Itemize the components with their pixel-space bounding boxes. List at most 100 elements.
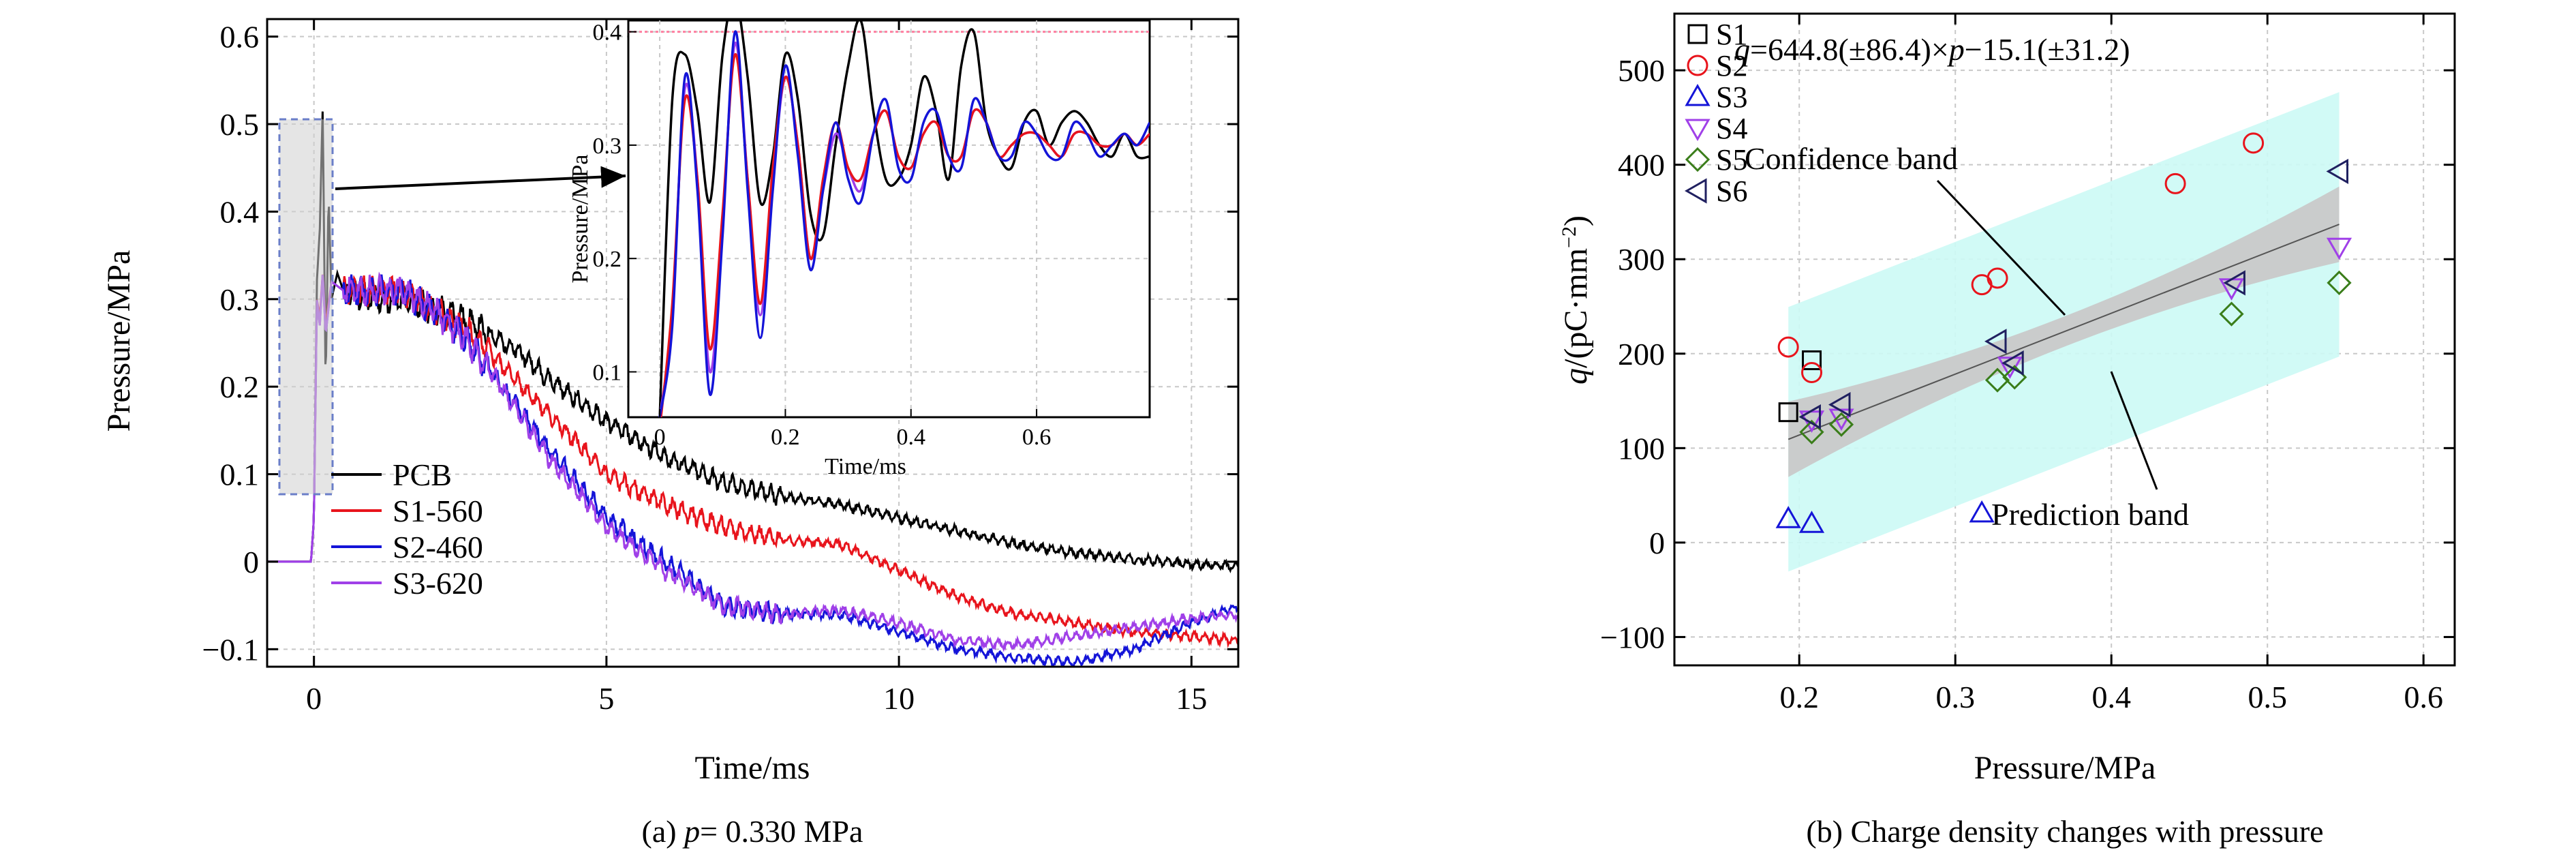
x-tick-label: 0 <box>306 681 322 716</box>
inset-x-tick-label: 0 <box>654 425 666 450</box>
y-tick-label: 200 <box>1618 337 1665 372</box>
inset-series-line-s1-560 <box>660 53 1150 417</box>
inset-grid <box>628 20 1150 417</box>
legend-label-s6: S6 <box>1716 175 1747 208</box>
y-tick-label: 0.3 <box>220 282 260 317</box>
y-tick-label: 0 <box>243 545 259 579</box>
data-point-s5 <box>1828 412 1854 437</box>
zoom-arrow <box>335 166 626 190</box>
inset-x-tick-label: 0.6 <box>1022 425 1052 450</box>
legend-label-s3: S3 <box>1716 80 1747 114</box>
legend-label-s5: S5 <box>1716 143 1747 177</box>
panel-b: 0.2 0.3 0.4 0.5 0.6 −100 0 100 200 300 400 500 S1S2… <box>1558 12 2456 849</box>
legend-marker-s1 <box>1687 24 1708 44</box>
x-tick-label: 0.5 <box>2248 680 2287 714</box>
legend-marker-s6 <box>1684 178 1707 204</box>
data-point-s5 <box>2219 301 2244 327</box>
caption-a: (a) p= 0.330 MPa <box>642 814 863 849</box>
inset-y-tick-label: 0.1 <box>593 360 622 385</box>
inset-x-tick-label: 0.2 <box>771 425 800 450</box>
series-line-s3-620 <box>267 271 1238 652</box>
fit-line <box>1788 224 2340 440</box>
y-axis-label-a: Pressure/MPa <box>101 250 137 432</box>
data-point-s2 <box>1987 267 2008 289</box>
annotation-confidence-pointer <box>1936 179 2066 316</box>
inset-x-tick-label: 0.4 <box>897 425 926 450</box>
x-tick-label: 0.4 <box>2091 680 2131 714</box>
markers-group <box>1775 132 2352 533</box>
data-point-s6 <box>2002 350 2024 376</box>
legend-marker-s3 <box>1685 83 1711 106</box>
x-tick-label: 5 <box>598 681 614 716</box>
data-point-s2 <box>1801 361 1823 383</box>
x-tick-label: 0.3 <box>1935 680 1975 714</box>
x-axis-label-a: Time/ms <box>695 750 810 786</box>
y-tick-label: 0 <box>1649 526 1665 560</box>
data-point-s6 <box>1798 404 1821 430</box>
inset-chart: 0 0.2 0.4 0.60.10.20.30.4 Time/ms Pressure/… <box>568 19 1151 479</box>
legend-label-s1-560: S1-560 <box>393 494 483 528</box>
caption-b: (b) Charge density changes with pressure <box>1806 814 2323 849</box>
y-tick-label: 400 <box>1618 148 1665 183</box>
ticks-b: 0.2 0.3 0.4 0.5 0.6 −100 0 100 200 300 400 500 <box>1600 14 2455 714</box>
legend-label-s2-460: S2-460 <box>393 530 483 564</box>
fit-equation: q=644.8(±86.4)×p−15.1(±31.2) <box>1734 32 2130 67</box>
x-tick-label: 0.2 <box>1779 680 1819 714</box>
axes-frame-b <box>1673 12 2456 667</box>
data-point-s3 <box>1969 500 1995 523</box>
inset-y-tick-label: 0.3 <box>593 134 622 159</box>
inset-series-group <box>658 20 1150 417</box>
inset-x-label: Time/ms <box>825 454 906 479</box>
data-point-s6 <box>2326 158 2348 184</box>
data-point-s2 <box>2243 132 2265 154</box>
y-tick-label: 500 <box>1618 53 1665 88</box>
ticks-a: 0 5 10 15 −0.1 0 0.1 0.2 0.3 0.4 0.5 0.6 <box>202 19 1238 716</box>
x-tick-label: 15 <box>1176 681 1207 716</box>
bands-group <box>1788 92 2340 572</box>
inset-y-label: Pressure/MPa <box>568 155 593 284</box>
inset-ticks: 0 0.2 0.4 0.60.10.20.30.4 <box>593 20 1052 450</box>
annotation-prediction-pointer <box>2110 371 2158 490</box>
panel-a: 0 0.2 0.4 0.6 0.1 0.2 0.3 0.4 Time/ms Pressure/… <box>101 18 1240 849</box>
data-point-s3 <box>1775 506 1801 528</box>
data-point-s2 <box>2164 172 2186 194</box>
data-point-s6 <box>2223 270 2245 296</box>
y-tick-label: 0.5 <box>220 107 260 142</box>
x-tick-label: 10 <box>883 681 915 716</box>
y-axis-label-b: q/(pC·mm−2) <box>1558 215 1595 384</box>
data-point-s1 <box>1778 402 1798 423</box>
legend-marker-s4 <box>1685 119 1711 142</box>
y-tick-label: 0.4 <box>220 194 260 229</box>
annotation-confidence-band: Confidence band <box>1745 141 1958 176</box>
data-point-s4 <box>2326 237 2352 260</box>
data-point-s5 <box>2327 270 2352 296</box>
inset-series-line-s2-460 <box>658 30 1150 417</box>
legend-label-s1: S1 <box>1716 18 1747 51</box>
data-point-s2 <box>1777 336 1799 358</box>
legend-label-s2: S2 <box>1716 49 1747 82</box>
legend-marker-s2 <box>1687 55 1708 76</box>
series-group-a <box>267 111 1238 667</box>
y-tick-label: 0.1 <box>220 457 260 492</box>
x-axis-label-b: Pressure/MPa <box>1974 750 2156 786</box>
legend-label-pcb: PCB <box>393 457 452 492</box>
y-tick-label: −0.1 <box>202 632 259 667</box>
y-tick-label: −100 <box>1600 620 1665 654</box>
axes-frame-a <box>266 18 1240 668</box>
data-point-s6 <box>1984 329 2007 354</box>
legend-label-s4: S4 <box>1716 112 1747 145</box>
zoom-region <box>278 118 334 496</box>
y-tick-label: 300 <box>1618 242 1665 277</box>
annotation-prediction-band: Prediction band <box>1991 497 2189 532</box>
x-tick-label: 0.6 <box>2404 680 2443 714</box>
inset-y-tick-label: 0.2 <box>593 247 622 272</box>
y-tick-label: 0.6 <box>220 20 260 55</box>
y-tick-label: 0.2 <box>220 369 260 404</box>
y-tick-label: 100 <box>1618 431 1665 466</box>
data-point-s1 <box>1802 350 1822 370</box>
data-point-s6 <box>1828 392 1851 418</box>
legend-label-s3-620: S3-620 <box>393 566 483 601</box>
